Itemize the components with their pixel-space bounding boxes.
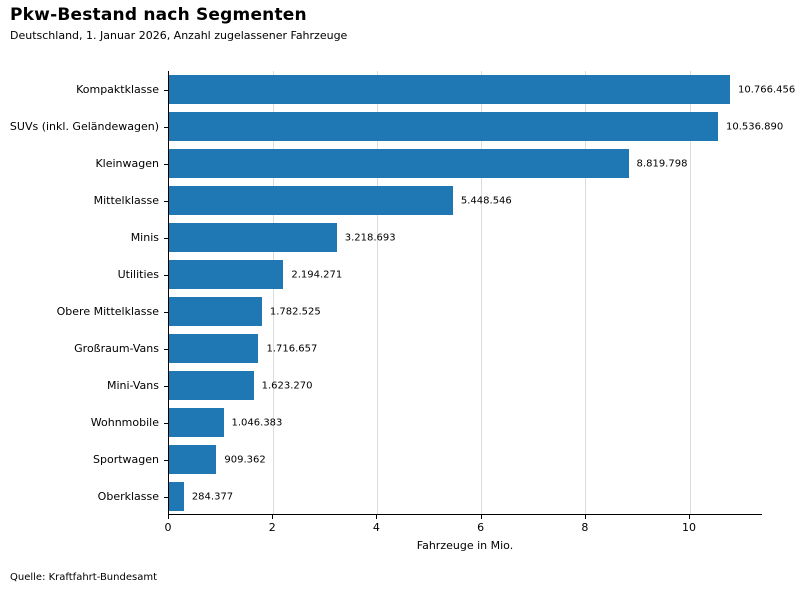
plot-area: 10.766.456 10.536.890 8.819.798 5.448.546 3.… — [164, 71, 795, 515]
bar-suvs-inkl-gel-ndewagen- — [169, 112, 719, 141]
category-label: Oberklasse — [97, 489, 159, 503]
category-label: SUVs (inkl. Geländewagen) — [9, 119, 159, 133]
bar-oberklasse — [169, 482, 184, 511]
bar-row: 1.782.525 — [164, 293, 762, 330]
y-tick-mark — [164, 126, 168, 128]
x-tick-mark — [689, 515, 691, 519]
value-label: 10.536.890 — [726, 121, 784, 132]
bar-gro-raum-vans — [169, 334, 259, 363]
x-axis-title: Fahrzeuge in Mio. — [416, 539, 514, 552]
x-tick-label: 10 — [682, 521, 697, 534]
value-label: 284.377 — [191, 491, 234, 502]
bar-kompaktklasse — [169, 75, 730, 104]
x-tick-mark — [480, 515, 482, 519]
gridline-x4 — [376, 71, 378, 514]
bar-mittelklasse — [169, 186, 453, 215]
bar-wohnmobile — [169, 408, 224, 437]
bar-row: 284.377 — [164, 478, 762, 515]
gridline-x2 — [272, 71, 274, 514]
category-label: Utilities — [117, 267, 159, 281]
value-label: 1.623.270 — [261, 380, 313, 391]
value-label: 1.782.525 — [269, 306, 321, 317]
bar-row: 10.766.456 — [164, 71, 795, 108]
value-label: 8.819.798 — [636, 158, 688, 169]
category-label: Kompaktklasse — [76, 82, 159, 96]
bar-minis — [169, 223, 337, 252]
gridline-x10 — [689, 71, 691, 514]
bar-row: 10.536.890 — [164, 108, 783, 145]
y-tick-mark — [164, 274, 168, 276]
bar-row: 1.716.657 — [164, 330, 762, 367]
value-label: 10.766.456 — [737, 84, 796, 95]
y-tick-mark — [164, 496, 168, 498]
bar-utilities — [169, 260, 284, 289]
bar-kleinwagen — [169, 149, 629, 178]
y-tick-mark — [164, 348, 168, 350]
category-label: Obere Mittelklasse — [56, 304, 159, 318]
gridline-x8 — [585, 71, 587, 514]
bar-row: 5.448.546 — [164, 182, 762, 219]
x-tick-mark — [584, 515, 586, 519]
value-label: 1.716.657 — [266, 343, 318, 354]
category-label: Sportwagen — [93, 452, 159, 466]
category-label: Mittelklasse — [93, 193, 159, 207]
chart-title: Pkw-Bestand nach Segmenten — [10, 5, 307, 25]
y-tick-mark — [164, 163, 168, 165]
gridline-x6 — [481, 71, 483, 514]
y-tick-mark — [164, 237, 168, 239]
category-label: Wohnmobile — [90, 415, 159, 429]
y-tick-mark — [164, 200, 168, 202]
bar-row: 1.623.270 — [164, 367, 762, 404]
value-label: 3.218.693 — [344, 232, 396, 243]
value-label: 909.362 — [224, 454, 266, 465]
bar-row: 909.362 — [164, 441, 762, 478]
bar-rows: 10.766.456 10.536.890 8.819.798 5.448.546 3.… — [164, 71, 795, 515]
x-tick-label: 8 — [581, 521, 589, 534]
bar-row: 3.218.693 — [164, 219, 762, 256]
x-tick-label: 4 — [372, 521, 380, 534]
x-tick-label: 6 — [477, 521, 485, 534]
x-tick-mark — [376, 515, 378, 519]
category-label: Mini-Vans — [106, 378, 159, 392]
y-tick-mark — [164, 459, 168, 461]
bar-row: 1.046.383 — [164, 404, 762, 441]
y-tick-mark — [164, 89, 168, 91]
category-label: Minis — [130, 230, 159, 244]
bar-obere-mittelklasse — [169, 297, 262, 326]
category-label: Kleinwagen — [95, 156, 159, 170]
bar-row: 8.819.798 — [164, 145, 762, 182]
x-tick-label: 0 — [164, 521, 172, 534]
bar-row: 2.194.271 — [164, 256, 762, 293]
y-tick-mark — [164, 385, 168, 387]
value-label: 2.194.271 — [291, 269, 343, 280]
source-note: Quelle: Kraftfahrt-Bundesamt — [10, 572, 157, 583]
y-tick-mark — [164, 311, 168, 313]
category-label: Großraum-Vans — [74, 341, 159, 355]
x-tick-mark — [168, 515, 169, 519]
chart-subtitle: Deutschland, 1. Januar 2026, Anzahl zuge… — [10, 29, 348, 42]
value-label: 1.046.383 — [231, 417, 283, 428]
bar-mini-vans — [169, 371, 254, 400]
bar-sportwagen — [169, 445, 217, 474]
x-tick-mark — [272, 515, 274, 519]
y-tick-mark — [164, 422, 168, 424]
x-tick-label: 2 — [268, 521, 276, 534]
value-label: 5.448.546 — [460, 195, 512, 206]
